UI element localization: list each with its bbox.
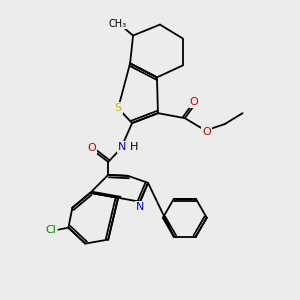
Text: N: N — [136, 202, 144, 212]
Text: O: O — [202, 127, 211, 137]
Text: O: O — [87, 143, 96, 153]
Text: CH₃: CH₃ — [108, 19, 126, 28]
Text: Cl: Cl — [45, 225, 56, 235]
Text: N: N — [118, 142, 126, 152]
Text: O: O — [189, 97, 198, 107]
Text: S: S — [115, 103, 122, 113]
Text: H: H — [130, 142, 138, 152]
